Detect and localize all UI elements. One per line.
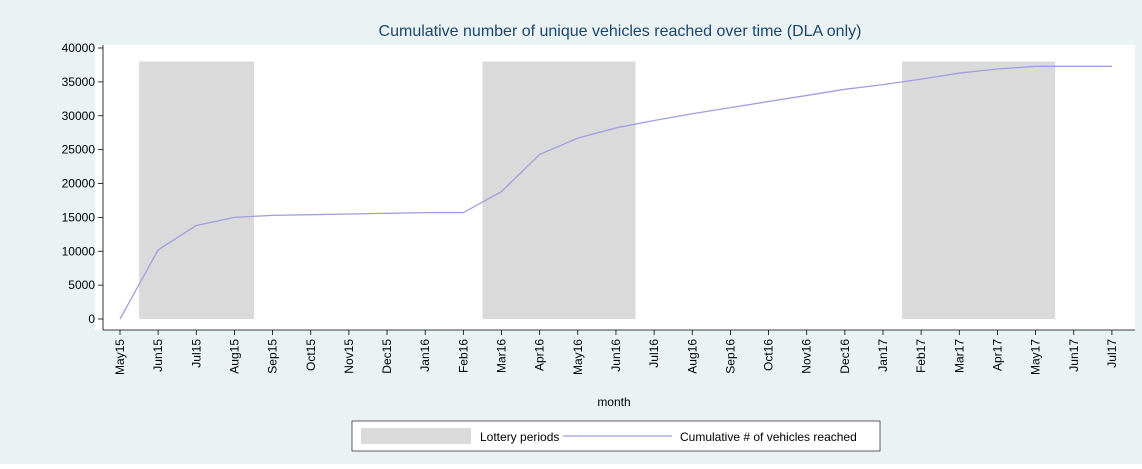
x-tick-label: Jun16 bbox=[609, 339, 623, 372]
x-tick-label: Mar17 bbox=[952, 339, 966, 373]
bar bbox=[215, 61, 255, 320]
chart-title: Cumulative number of unique vehicles rea… bbox=[379, 23, 862, 40]
x-tick-label: Feb17 bbox=[914, 339, 928, 373]
legend-label: Lottery periods bbox=[480, 430, 559, 444]
x-tick-label: Dec15 bbox=[380, 339, 394, 374]
x-tick-label: Nov16 bbox=[800, 339, 814, 374]
x-tick-label: Oct15 bbox=[304, 339, 318, 371]
x-tick-label: Jan16 bbox=[418, 339, 432, 372]
x-tick-label: May17 bbox=[1029, 339, 1043, 375]
line bbox=[119, 65, 1112, 320]
x-tick-label: Apr17 bbox=[990, 339, 1004, 371]
bar bbox=[1016, 61, 1056, 320]
x-tick-label: Aug16 bbox=[685, 339, 699, 374]
x-tick-label: Mar16 bbox=[495, 339, 509, 373]
x-tick-label: Feb16 bbox=[456, 339, 470, 373]
bar bbox=[902, 61, 941, 320]
bar bbox=[482, 61, 522, 320]
x-tick-label: Dec16 bbox=[838, 339, 852, 374]
x-tick-label: Jun17 bbox=[1067, 339, 1081, 372]
y-tick-label: 20000 bbox=[62, 177, 96, 191]
y-tick-label: 5000 bbox=[68, 278, 95, 292]
x-tick-label: Jul16 bbox=[647, 339, 661, 368]
x-tick-label: Nov15 bbox=[342, 339, 356, 374]
x-tick-label: Sep15 bbox=[266, 339, 280, 374]
bar bbox=[177, 61, 216, 320]
x-tick-label: Oct16 bbox=[762, 339, 776, 371]
y-tick-label: 0 bbox=[88, 312, 95, 326]
x-tick-label: Jul17 bbox=[1105, 339, 1119, 368]
x-tick-label: Jun15 bbox=[151, 339, 165, 372]
x-tick-label: May15 bbox=[113, 339, 127, 375]
x-tick-label: Jul15 bbox=[189, 339, 203, 368]
y-tick-label: 35000 bbox=[62, 75, 96, 89]
y-tick-label: 15000 bbox=[62, 210, 96, 224]
x-tick-label: Apr16 bbox=[533, 339, 547, 371]
x-tick-label: Sep16 bbox=[723, 339, 737, 374]
bar bbox=[940, 61, 979, 320]
y-tick-label: 40000 bbox=[62, 41, 96, 55]
x-tick-label: Aug15 bbox=[227, 339, 241, 374]
bar bbox=[558, 61, 598, 320]
bar bbox=[139, 61, 178, 320]
y-tick-label: 30000 bbox=[62, 109, 96, 123]
bar bbox=[596, 61, 636, 320]
legend-label: Cumulative # of vehicles reached bbox=[680, 430, 857, 444]
bar bbox=[520, 61, 560, 320]
y-tick-label: 10000 bbox=[62, 244, 96, 258]
y-tick-label: 25000 bbox=[62, 143, 96, 157]
x-tick-label: May16 bbox=[571, 339, 585, 375]
bar bbox=[978, 61, 1018, 320]
x-tick-label: Jan17 bbox=[876, 339, 890, 372]
x-axis-title: month bbox=[597, 395, 630, 409]
legend-swatch bbox=[361, 428, 471, 444]
